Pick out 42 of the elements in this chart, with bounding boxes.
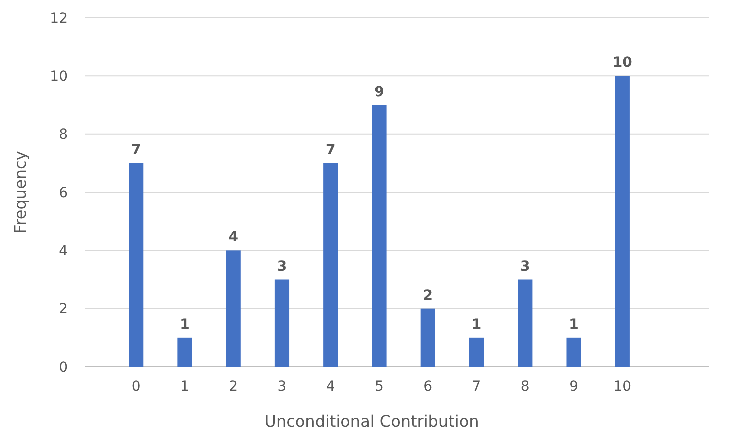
x-tick-label: 10 (614, 379, 632, 395)
y-tick-label: 6 (59, 185, 68, 202)
data-label: 9 (374, 84, 384, 100)
x-tick-label: 3 (278, 379, 287, 395)
y-tick-label: 8 (59, 127, 68, 144)
y-tick-label: 10 (50, 69, 68, 86)
data-label: 1 (180, 316, 190, 333)
bar (518, 280, 533, 367)
data-label: 1 (472, 316, 482, 333)
x-tick-label: 7 (472, 379, 482, 395)
y-tick-label: 12 (50, 10, 68, 27)
x-tick-label: 5 (375, 379, 384, 395)
x-tick-label: 6 (424, 379, 433, 395)
bar (469, 338, 484, 367)
y-tick-label: 2 (59, 302, 68, 318)
bar (372, 105, 387, 367)
data-label: 3 (277, 258, 288, 275)
x-tick-label: 9 (570, 379, 578, 395)
data-label: 7 (131, 142, 142, 158)
data-label: 2 (423, 288, 434, 304)
bar (178, 338, 192, 367)
bar (420, 308, 436, 367)
bar (324, 163, 338, 367)
x-tick-label: 8 (520, 379, 530, 395)
bar (226, 250, 241, 367)
bar (129, 163, 144, 367)
x-tick-label: 2 (229, 379, 238, 395)
data-label: 10 (612, 55, 633, 72)
x-tick-label: 1 (180, 379, 190, 395)
y-axis-title: Frequency (11, 151, 30, 234)
bar (566, 338, 582, 367)
data-label: 3 (520, 258, 530, 275)
bar (615, 76, 630, 367)
data-label: 4 (228, 230, 239, 246)
data-label: 7 (326, 142, 336, 158)
x-axis-title: Unconditional Contribution (264, 412, 480, 431)
y-tick-label: 4 (59, 244, 68, 260)
x-tick-label: 0 (132, 379, 141, 395)
x-tick-label: 4 (326, 379, 336, 395)
data-label: 1 (569, 316, 579, 333)
bar (274, 280, 290, 367)
y-tick-label: 0 (59, 360, 68, 376)
